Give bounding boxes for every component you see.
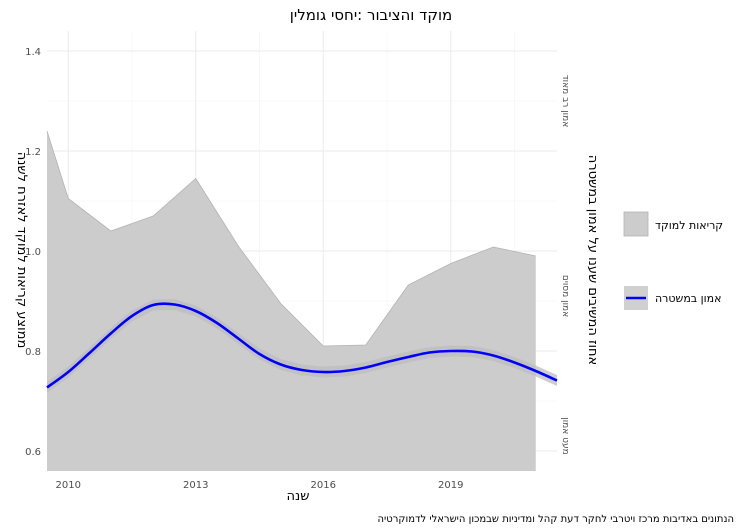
- y-tick-label: 0.6: [25, 447, 41, 458]
- x-tick-label: 2016: [311, 480, 336, 491]
- right-axis-label: אמון מסוים: [560, 275, 570, 317]
- x-tick-labels: 2010 2013 2016 2019: [56, 480, 464, 491]
- right-axis-labels: אמון רב מאוד אמון מסוים מעט אמון: [560, 75, 570, 455]
- y-tick-label: 1.0: [25, 247, 41, 258]
- y2-axis-label: אחוז המשיבים שענו על אמון במשטרה: [585, 155, 600, 365]
- x-axis-label: שנה: [287, 489, 310, 504]
- legend-label-trust: אמון במשטרה: [655, 292, 721, 305]
- legend-label-calls: קריאות למוקד: [655, 219, 723, 232]
- legend: קריאות למוקד אמון במשטרה: [623, 211, 723, 310]
- x-tick-label: 2013: [183, 480, 208, 491]
- legend-key-calls: [623, 211, 649, 237]
- right-axis-label: מעט אמון: [560, 417, 570, 454]
- calls-area: [47, 131, 536, 471]
- right-axis-label: אמון רב מאוד: [560, 75, 570, 128]
- y-axis-label: ממוצע קריאות למוקד לאזרח לשנה: [14, 152, 29, 349]
- trust-confidence-band: [47, 299, 557, 393]
- y-tick-label: 1.4: [25, 47, 41, 58]
- x-tick-label: 2019: [438, 480, 463, 491]
- y-tick-label: 1.2: [25, 147, 41, 158]
- caption: הנתונים באדיבות מרכז ויטרבי לחקר דעת קהל…: [378, 514, 735, 525]
- line-layer: [46, 299, 558, 393]
- chart-title: מוקד והציבור :יחסי גומלין: [290, 6, 453, 24]
- y-tick-labels: 0.6 0.8 1.0 1.2 1.4: [25, 47, 41, 458]
- area-layer: [46, 130, 536, 471]
- y-tick-label: 0.8: [25, 347, 41, 358]
- trust-line: [46, 302, 558, 389]
- calls-area-outline: [46, 130, 536, 347]
- x-tick-label: 2010: [56, 480, 81, 491]
